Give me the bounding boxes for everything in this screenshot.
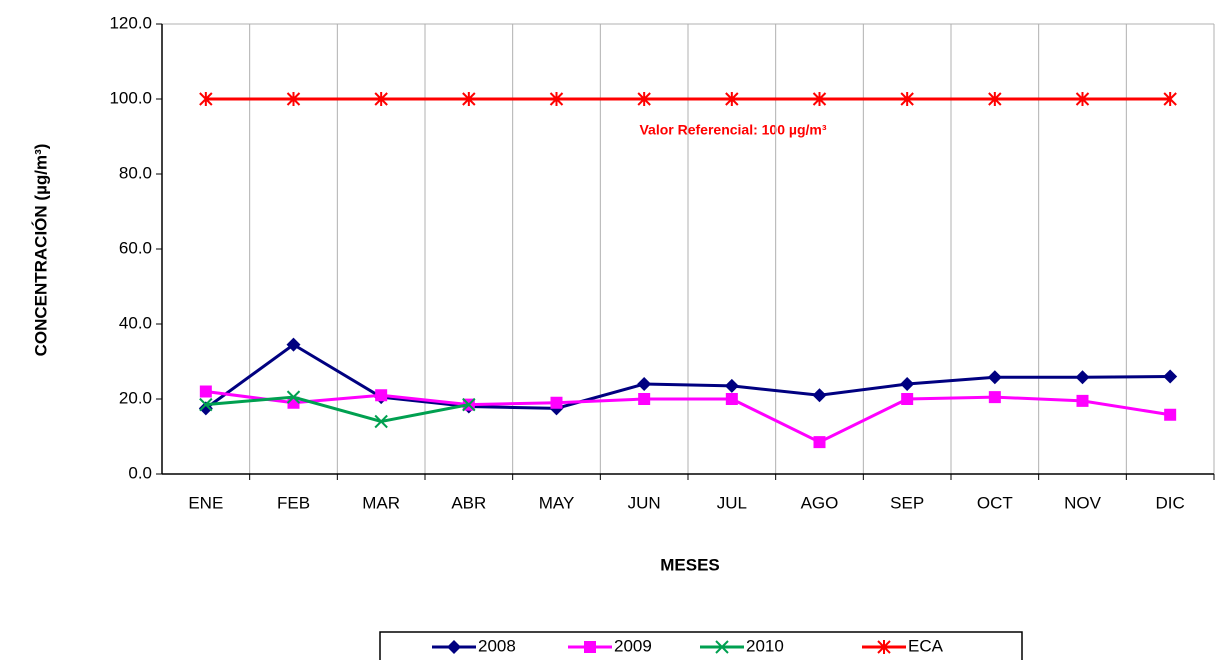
y-tick-label: 20.0 xyxy=(119,388,152,407)
marker xyxy=(725,92,739,106)
marker xyxy=(1163,369,1178,384)
marker xyxy=(724,378,739,393)
x-axis-title: MESES xyxy=(660,555,720,574)
x-tick-label: MAY xyxy=(539,493,575,512)
x-tick-label: SEP xyxy=(890,493,924,512)
marker xyxy=(812,92,827,106)
marker xyxy=(1075,370,1090,385)
marker xyxy=(1164,408,1177,421)
marker xyxy=(286,337,301,352)
series-line xyxy=(204,342,1171,410)
marker xyxy=(550,396,563,409)
marker xyxy=(462,397,476,412)
x-tick-label: ENE xyxy=(188,493,223,512)
x-tick-label: OCT xyxy=(977,493,1013,512)
marker xyxy=(638,393,651,405)
x-tick-label: ABR xyxy=(451,493,486,512)
marker xyxy=(375,389,388,402)
marker xyxy=(900,92,914,106)
legend-label: 2010 xyxy=(746,636,784,655)
legend-label: 2009 xyxy=(614,636,652,655)
marker xyxy=(199,92,213,106)
y-tick-label: 60.0 xyxy=(119,238,152,257)
marker xyxy=(199,385,212,398)
marker xyxy=(447,640,461,654)
marker xyxy=(462,92,476,106)
y-tick-label: 0.0 xyxy=(128,463,152,482)
marker xyxy=(901,393,914,405)
marker xyxy=(988,391,1001,404)
marker xyxy=(286,92,301,106)
marker xyxy=(812,388,827,403)
y-tick-label: 120.0 xyxy=(109,13,152,32)
legend-label: ECA xyxy=(908,636,944,655)
marker xyxy=(199,397,213,412)
x-tick-label: MAR xyxy=(362,493,400,512)
marker xyxy=(900,377,915,391)
marker xyxy=(1076,394,1089,407)
marker xyxy=(1075,92,1090,106)
x-tick-label: FEB xyxy=(277,493,310,512)
marker xyxy=(549,92,564,106)
marker xyxy=(637,377,652,391)
y-tick-label: 40.0 xyxy=(119,313,152,332)
marker xyxy=(813,436,826,449)
marker xyxy=(988,92,1002,106)
marker xyxy=(286,390,301,404)
annotation: Valor Referencial: 100 µg/m³ xyxy=(639,122,826,138)
y-tick-label: 80.0 xyxy=(119,163,152,182)
marker xyxy=(374,92,388,106)
marker xyxy=(715,640,729,654)
legend-label: 2008 xyxy=(478,636,516,655)
y-tick-label: 100.0 xyxy=(109,88,152,107)
marker xyxy=(374,414,388,429)
marker xyxy=(584,641,596,653)
marker xyxy=(637,92,651,106)
x-tick-label: JUL xyxy=(717,493,747,512)
x-tick-label: AGO xyxy=(801,493,839,512)
marker xyxy=(877,640,891,654)
marker xyxy=(1163,92,1177,106)
y-axis-title: CONCENTRACIÓN (µg/m³) xyxy=(31,144,50,357)
marker xyxy=(725,393,738,405)
series-line xyxy=(205,390,1171,444)
x-tick-label: DIC xyxy=(1156,493,1185,512)
x-tick-label: NOV xyxy=(1064,493,1102,512)
marker xyxy=(987,370,1002,385)
x-tick-label: JUN xyxy=(628,493,661,512)
series-line xyxy=(205,395,470,424)
